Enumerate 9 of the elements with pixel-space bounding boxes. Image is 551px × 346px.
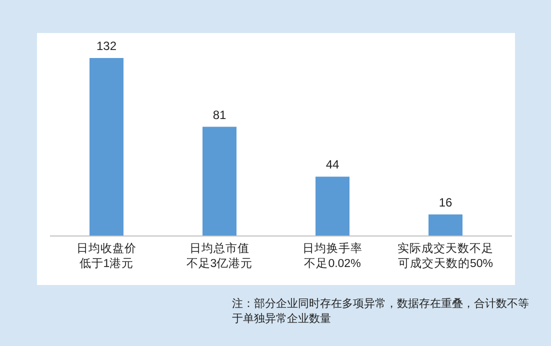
data-label: 81 xyxy=(212,108,226,122)
text: 注：部分企业同时存在多项异常，数据存在重叠，合计数不等于单独异常企业数量 xyxy=(232,297,530,327)
data-label: 132 xyxy=(96,39,117,53)
data-label: 44 xyxy=(326,158,340,172)
x-tick-label: 实际成交天数不足可成交天数的50% xyxy=(398,241,494,270)
x-tick-label: 日均换手率不足0.02% xyxy=(302,241,362,270)
x-tick-label: 日均总市值不足3亿港元 xyxy=(186,241,253,270)
data-label: 16 xyxy=(438,195,452,210)
x-tick-label: 日均收盘价低于1港元 xyxy=(76,242,136,270)
